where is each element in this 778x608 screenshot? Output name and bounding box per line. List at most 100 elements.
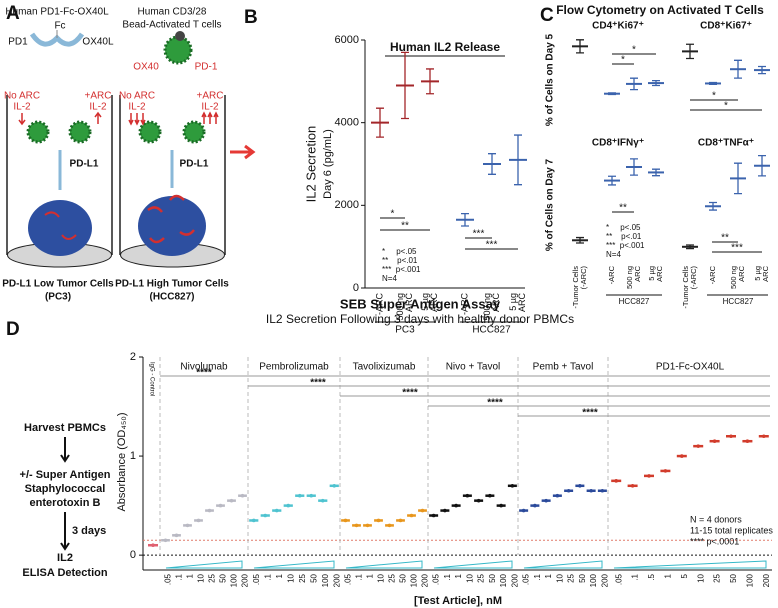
mean-point xyxy=(286,503,291,508)
well-label: (HCC827) xyxy=(149,292,194,303)
y-tick-label: 1 xyxy=(130,450,136,462)
x-tick-label: -ARC xyxy=(708,265,717,284)
mean-point xyxy=(398,518,403,523)
mean-point xyxy=(696,444,700,448)
mean-point xyxy=(343,518,348,523)
x-tick-label: 5 µg xyxy=(508,293,518,311)
mean-point xyxy=(274,508,279,513)
y-axis-label: Day 6 (pg/mL) xyxy=(322,129,334,199)
y-tick-label: 4000 xyxy=(335,117,359,129)
il2-label: IL-2 xyxy=(201,102,219,113)
significance-label: ** xyxy=(401,221,409,232)
stats-note: N=4 xyxy=(606,250,621,259)
x-tick-label: 1 xyxy=(454,573,463,578)
mean-point xyxy=(229,498,234,503)
mean-point xyxy=(297,493,302,498)
x-tick-label: ARC xyxy=(491,293,501,313)
il2-label: IL-2 xyxy=(89,102,107,113)
mean-point xyxy=(680,454,684,458)
group-label: Nivolumab xyxy=(180,362,228,373)
mean-point xyxy=(207,508,212,513)
x-tick-label: 100 xyxy=(321,573,330,587)
mean-point xyxy=(614,479,618,483)
x-tick-label: 50 xyxy=(488,573,497,582)
x-tick-label: 200 xyxy=(510,573,519,587)
t-cell xyxy=(68,120,92,144)
x-tick-label: .1 xyxy=(533,573,542,580)
significance-label: **** xyxy=(582,408,598,419)
y-tick-label: 2 xyxy=(130,351,136,363)
x-tick-label: 100 xyxy=(589,573,598,587)
concentration-ramp xyxy=(165,560,243,569)
molecule-title: Human PD1-Fc-OX40L xyxy=(5,7,109,18)
mean-point xyxy=(465,493,470,498)
tcell-title: Bead-Activated T cells xyxy=(122,20,221,31)
well-label: (PC3) xyxy=(45,292,71,303)
x-tick-label: .5 xyxy=(647,573,656,580)
mean-point xyxy=(589,488,593,493)
x-tick-label: 10 xyxy=(286,573,295,582)
y-tick-label: 2000 xyxy=(335,199,359,211)
mean-point xyxy=(163,538,168,543)
x-tick-label: 100 xyxy=(410,573,419,587)
group-label: Pemb + Tavol xyxy=(533,362,594,373)
chart-title: Human IL2 Release xyxy=(390,40,500,54)
mean-point xyxy=(510,483,515,488)
mean-point xyxy=(151,543,155,548)
x-tick-label: 25 xyxy=(208,573,217,582)
significance-label: *** xyxy=(473,229,485,240)
arc-label: +ARC xyxy=(197,91,224,102)
x-tick-label: 10 xyxy=(377,573,386,582)
well-label: PD-L1 High Tumor Cells xyxy=(115,279,229,290)
t-cell xyxy=(138,120,162,144)
arrows xyxy=(18,111,102,126)
x-tick-label: ARC xyxy=(761,265,770,281)
x-tick-label: ARC xyxy=(655,265,664,281)
well-wall xyxy=(119,95,226,255)
x-tick-label: 500 ng xyxy=(729,266,738,289)
mean-point xyxy=(354,523,359,528)
mean-point xyxy=(555,493,560,498)
flow-arrow xyxy=(60,437,70,463)
x-tick-label: (-ARC) xyxy=(579,265,588,289)
chart-title: SEB Super Antigen Assay xyxy=(340,296,501,311)
significance-label: **** xyxy=(402,388,418,399)
x-tick-label: 25 xyxy=(477,573,486,582)
x-tick-label: .05 xyxy=(344,573,353,585)
x-tick-label: .05 xyxy=(252,573,261,585)
chart-title: CD8⁺IFNγ⁺ xyxy=(592,138,644,149)
x-tick-label: .1 xyxy=(355,573,364,580)
x-tick-label: 1 xyxy=(366,573,375,578)
chart-title: CD4⁺Ki67⁺ xyxy=(592,21,644,32)
panel-letter: B xyxy=(244,7,258,28)
note: **** p<.0001 xyxy=(690,536,739,546)
pointer-arrow xyxy=(230,144,256,160)
x-tick-label: 1 xyxy=(664,573,673,578)
significance-label: * xyxy=(621,55,625,66)
x-tick-label: -ARC xyxy=(607,265,616,284)
mean-point xyxy=(712,439,717,444)
significance-label: **** xyxy=(487,398,503,409)
il2-label: IL-2 xyxy=(13,102,31,113)
group-label: PC3 xyxy=(395,325,415,336)
stats-note: *** p<.001 xyxy=(382,265,421,274)
group-label: HCC827 xyxy=(472,325,511,336)
mean-point xyxy=(578,483,582,488)
panel-letter: C xyxy=(540,5,554,26)
arrows xyxy=(128,111,219,126)
x-tick-label: .05 xyxy=(614,573,623,585)
panel-c-title: Flow Cytometry on Activated T Cells xyxy=(556,3,764,17)
no-arc-label: No ARC xyxy=(4,91,40,102)
x-tick-label: .1 xyxy=(631,573,640,580)
x-tick-label: ARC xyxy=(517,293,527,313)
x-tick-label: 25 xyxy=(388,573,397,582)
panel-a: Human PD1-Fc-OX40L Fc PD1 OX40L Human CD… xyxy=(2,7,256,303)
mean-point xyxy=(263,513,268,518)
mean-point xyxy=(320,498,325,503)
mean-point xyxy=(174,533,179,538)
x-tick-label: 200 xyxy=(600,573,609,587)
t-cell xyxy=(182,120,206,144)
well-label: PD-L1 Low Tumor Cells xyxy=(2,279,114,290)
panel-letter: A xyxy=(6,3,20,24)
